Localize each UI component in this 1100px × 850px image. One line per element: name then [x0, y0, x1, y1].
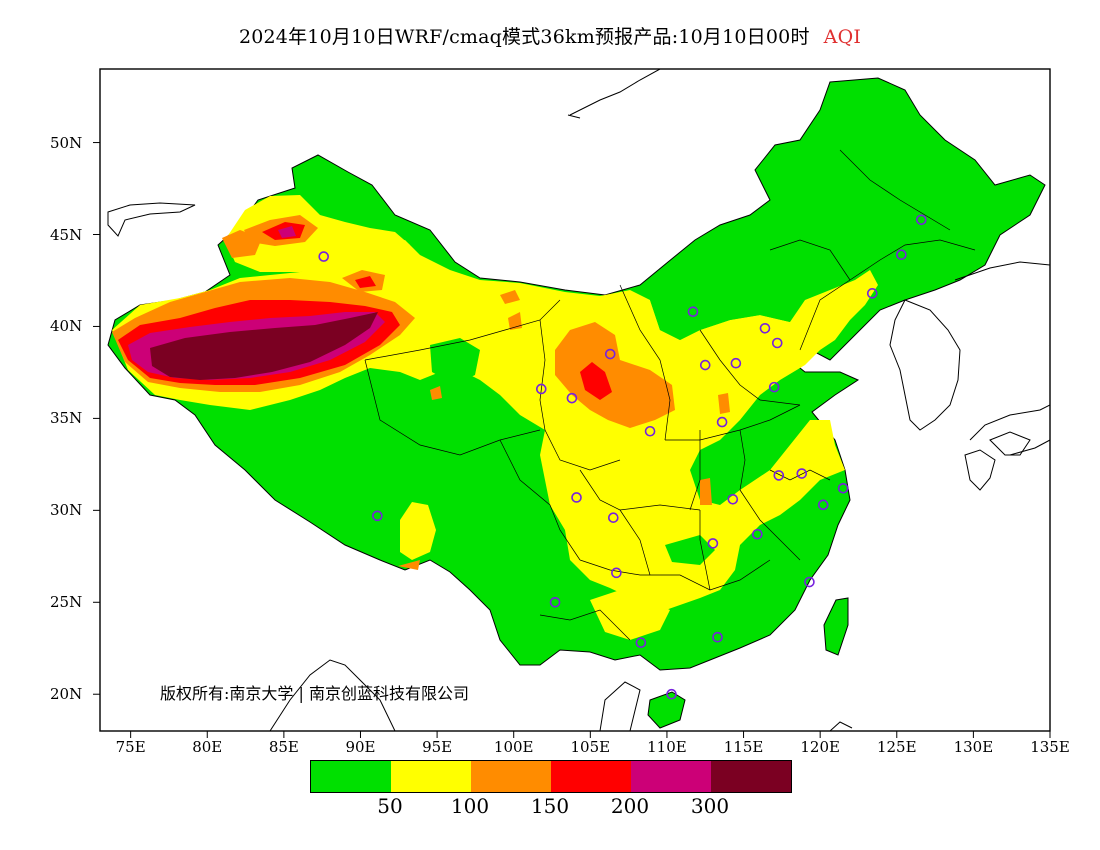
- lon-label: 115E: [723, 738, 764, 756]
- aqi-zone-orange-loess: [555, 322, 675, 428]
- station-marker: [730, 357, 742, 369]
- aqi-zone-orange-small-3: [430, 386, 442, 400]
- legend-swatch: [311, 761, 391, 792]
- aqi-zone-green-central: [665, 535, 715, 565]
- station-marker: [712, 631, 723, 643]
- aqi-zone-orange-small-5: [718, 393, 730, 414]
- legend-break-label: 150: [530, 794, 570, 818]
- aqi-zone-purple-junggar: [278, 226, 296, 238]
- lon-label: 125E: [876, 738, 917, 756]
- station-marker: [771, 337, 783, 349]
- legend-swatch: [551, 761, 631, 792]
- station-marker: [759, 322, 771, 334]
- aqi-zone-orange-small-4: [700, 478, 712, 505]
- legend-swatch: [631, 761, 711, 792]
- station-marker: [571, 492, 582, 503]
- aqi-zone-orange-small-1: [500, 290, 520, 304]
- aqi-zone-yellow-tibet: [400, 502, 436, 560]
- legend-swatch: [471, 761, 551, 792]
- station-marker: [727, 493, 739, 505]
- aqi-zone-red-east-xj: [355, 276, 376, 288]
- station-marker: [837, 482, 849, 494]
- map-frame: [99, 68, 1051, 732]
- lon-label: 80E: [192, 738, 223, 756]
- aqi-zone-yellow-junggar: [225, 195, 410, 272]
- station-marker: [635, 637, 647, 649]
- lat-label: 20N: [50, 685, 83, 704]
- station-marker: [535, 383, 547, 395]
- title-variable: AQI: [823, 26, 862, 48]
- station-marker: [804, 576, 815, 588]
- station-marker: [773, 470, 785, 481]
- city-stations: [318, 214, 927, 700]
- lon-label: 90E: [345, 738, 376, 756]
- legend-break-label: 200: [610, 794, 650, 818]
- lon-label: 110E: [647, 738, 687, 756]
- station-marker: [644, 425, 656, 437]
- station-marker: [866, 288, 878, 299]
- axis-ticks: [93, 142, 1051, 738]
- station-marker: [611, 567, 622, 579]
- legend-swatch: [711, 761, 791, 792]
- station-marker: [549, 596, 561, 608]
- station-marker: [768, 381, 780, 393]
- lat-label: 50N: [50, 133, 83, 152]
- station-marker: [372, 510, 383, 522]
- lat-label: 30N: [50, 501, 83, 520]
- lon-label: 120E: [800, 738, 840, 756]
- station-marker: [896, 249, 907, 261]
- hainan-island: [647, 691, 686, 729]
- aqi-zone-maroon-tarim: [150, 312, 378, 380]
- station-marker: [687, 306, 699, 318]
- lat-label: 25N: [50, 593, 83, 612]
- taiwan-island: [823, 597, 849, 656]
- aqi-zone-green-northeast-strip: [650, 285, 790, 340]
- lon-label: 95E: [422, 738, 453, 756]
- legend-break-label: 300: [690, 794, 730, 818]
- station-marker: [716, 416, 728, 428]
- aqi-color-legend: [310, 760, 792, 793]
- lat-label: 40N: [50, 317, 83, 336]
- aqi-zone-yellow-south: [590, 590, 670, 640]
- station-marker: [707, 538, 719, 549]
- legend-swatch: [391, 761, 471, 792]
- lat-label: 35N: [50, 409, 83, 428]
- aqi-zone-green-qinghai: [430, 338, 480, 385]
- station-marker: [817, 499, 829, 511]
- copyright-notice: 版权所有:南京大学 | 南京创蓝科技有限公司: [160, 684, 469, 703]
- station-marker: [915, 214, 927, 226]
- aqi-zone-orange-small-2: [508, 312, 522, 330]
- lon-label: 85E: [268, 738, 299, 756]
- station-marker: [666, 688, 677, 700]
- station-marker: [796, 468, 808, 479]
- station-marker: [699, 359, 711, 371]
- province-boundaries: [364, 149, 976, 641]
- station-marker: [752, 528, 763, 540]
- station-marker: [604, 348, 616, 360]
- aqi-zone-red-loess: [580, 362, 612, 400]
- legend-break-label: 100: [450, 794, 490, 818]
- neighbour-outlines: [107, 69, 1050, 731]
- map-title: 2024年10月10日WRF/cmaq模式36km预报产品:10月10日00时 A…: [0, 22, 1100, 49]
- lon-label: 75E: [115, 738, 146, 756]
- lon-label: 130E: [953, 738, 994, 756]
- legend-break-label: 50: [377, 794, 403, 818]
- title-main: 2024年10月10日WRF/cmaq模式36km预报产品:10月10日00时: [238, 26, 810, 48]
- station-marker: [318, 251, 330, 262]
- station-marker: [608, 512, 619, 523]
- aqi-zone-orange-small-6: [398, 560, 420, 570]
- lon-label: 105E: [570, 738, 611, 756]
- lon-label: 135E: [1030, 738, 1070, 756]
- lon-label: 100E: [493, 738, 534, 756]
- station-marker: [566, 392, 578, 404]
- lat-label: 45N: [50, 225, 83, 244]
